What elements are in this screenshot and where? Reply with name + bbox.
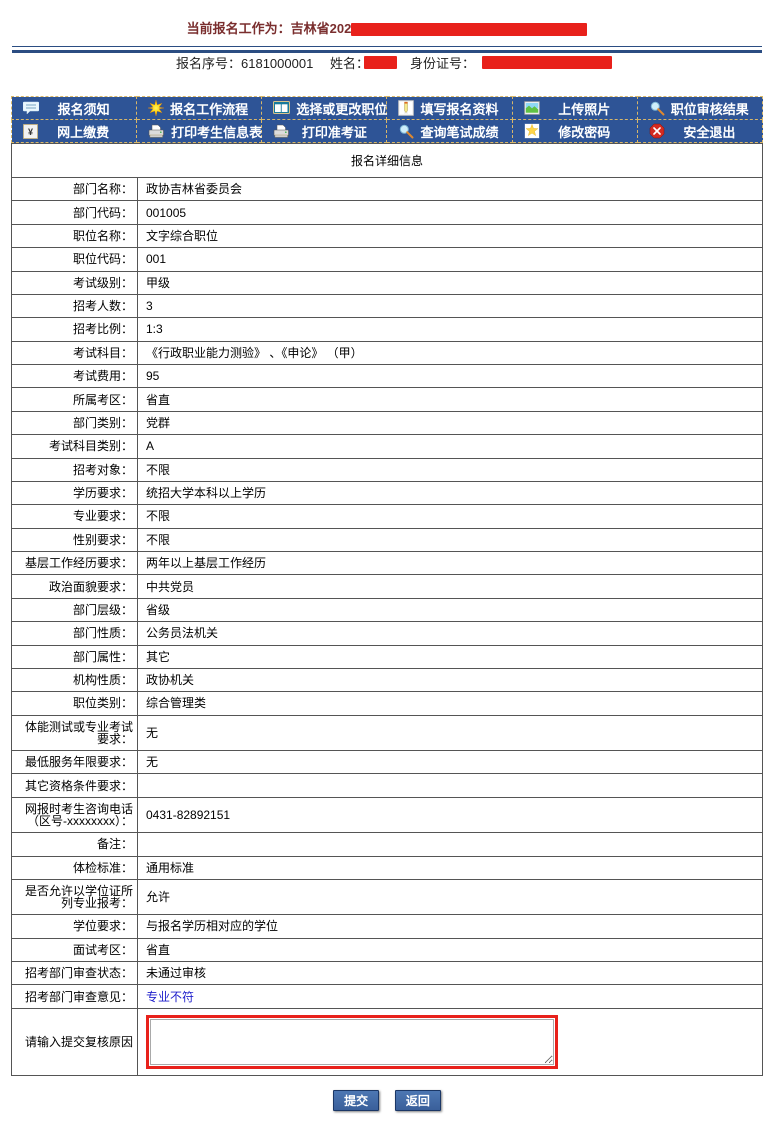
svg-text:¥: ¥: [28, 127, 33, 137]
